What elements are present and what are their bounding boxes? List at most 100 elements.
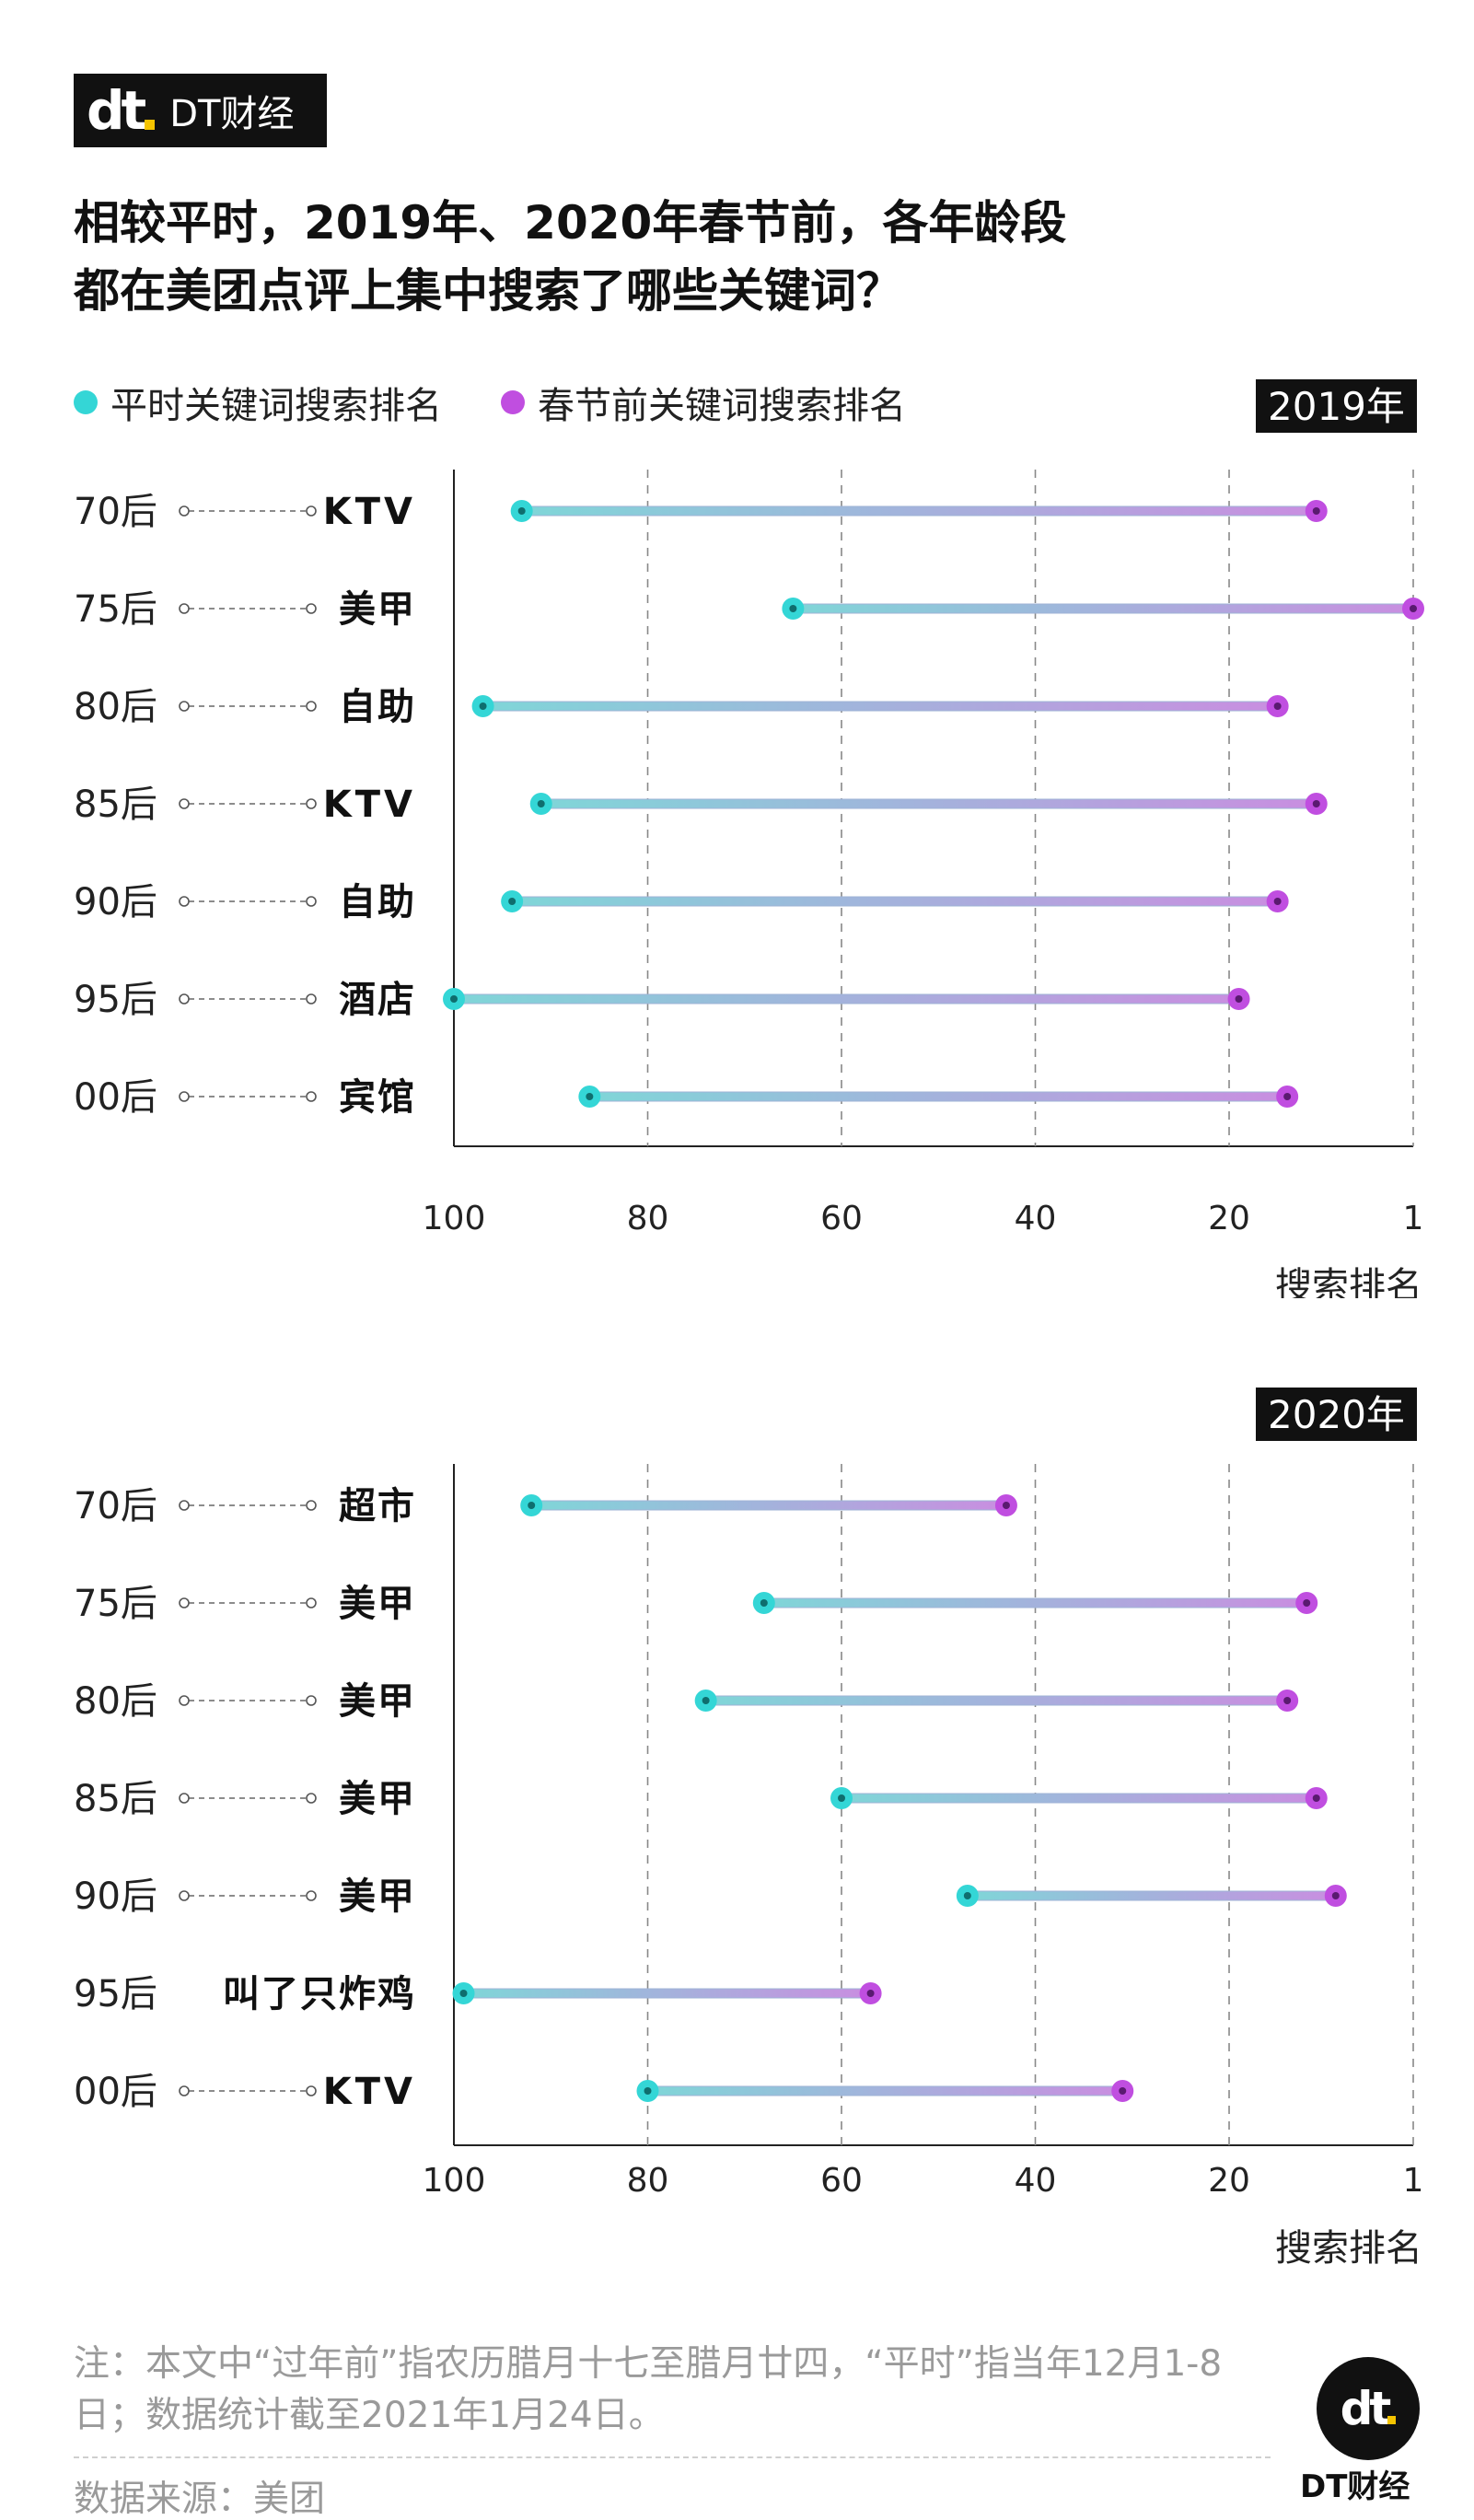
row-keyword-label: 美甲 [339,1583,416,1625]
row-keyword-label: KTV [323,491,416,533]
leader-end-dot [306,701,317,712]
dumbbell-connector [482,701,1279,712]
brand-name-bottom: DT财经 [1300,2468,1410,2505]
point-festival-center [866,1990,875,1997]
x-axis-label: 搜索排名 [1275,2227,1422,2270]
data-source: 数据来源：美团 [74,2479,326,2520]
dumbbell-connector [841,1793,1317,1804]
dumbbell-connector [540,798,1317,809]
legend-festival-label: 春节前关键词搜索排名 [538,385,906,427]
x-tick-label: 40 [1015,2162,1057,2200]
row-keyword-label: 美甲 [339,1778,416,1820]
chart-2020: 2020年100 80 60 40 20 1搜索排名70后 超市75后 美甲80后 美甲85后美… [74,1388,1423,2270]
dumbbell-connector [511,896,1279,907]
legend-normal-swatch [74,390,98,414]
brand-name: DT财经 [169,93,295,135]
leader-start-dot [179,993,190,1005]
leader-end-dot [306,1500,317,1511]
row-age-label: 75后 [74,1583,157,1625]
legend-festival-swatch [501,390,525,414]
leader-end-dot [306,1597,317,1608]
row-keyword-label: 自助 [339,686,416,728]
point-festival-center [1312,507,1320,515]
leader-end-dot [306,993,317,1005]
leader-end-dot [306,1695,317,1706]
row-age-label: 70后 [74,1485,157,1527]
point-normal-center [537,800,545,807]
dumbbell-connector [463,1988,872,1999]
title-line-2: 都在美团点评上集中搜索了哪些关键词？ [74,264,902,318]
dumbbell-connector [967,1890,1337,1901]
point-festival-center [1273,898,1282,905]
leader-start-dot [179,2085,190,2096]
point-normal-center [963,1892,971,1899]
row-keyword-label: 叫了只炸鸡 [223,1973,416,2015]
row-keyword-label: 宾馆 [339,1076,416,1119]
x-tick-label: 100 [423,1200,486,1237]
point-festival-center [1331,1892,1340,1899]
row-age-label: 80后 [74,1680,157,1723]
legend-item-festival: 春节前关键词搜索排名 [501,376,906,429]
row-age-label: 70后 [74,491,157,533]
year-label-box [1256,1388,1417,1441]
row-age-label: 80后 [74,686,157,728]
dumbbell-connector [647,2085,1123,2096]
point-normal-center [479,703,487,710]
point-normal-center [508,898,516,905]
row-age-label: 90后 [74,881,157,923]
x-tick-label: 80 [627,1200,669,1237]
leader-start-dot [179,701,190,712]
row-age-label: 85后 [74,1778,157,1820]
point-normal-center [586,1093,594,1100]
leader-start-dot [179,1091,190,1102]
dumbbell-connector [530,1500,1007,1511]
point-festival-center [1283,1697,1292,1704]
point-festival-center [1119,2087,1127,2095]
point-normal-center [789,605,797,612]
legend-normal-label: 平时关键词搜索排名 [110,385,442,427]
brand-dot-icon [145,119,156,130]
leader-end-dot [306,505,317,517]
row-age-label: 00后 [74,2071,157,2113]
dumbbell-connector [521,505,1317,517]
row-age-label: 90后 [74,1875,157,1918]
x-tick-label: 60 [820,2162,863,2200]
point-festival-center [1410,605,1417,612]
row-keyword-label: 超市 [339,1485,416,1527]
leader-end-dot [306,798,317,809]
dumbbell-connector [763,1597,1307,1608]
point-normal-center [528,1502,536,1509]
dumbbell-connector [588,1091,1288,1102]
divider [74,2456,1271,2458]
leader-start-dot [179,603,190,614]
brand-logo-top: dt DT财经 [74,74,327,147]
point-festival-center [1002,1502,1010,1509]
year-label: 2019年 [1268,384,1405,429]
leader-start-dot [179,1597,190,1608]
row-age-label: 00后 [74,1076,157,1119]
row-age-label: 85后 [74,784,157,826]
leader-start-dot [179,896,190,907]
leader-end-dot [306,1793,317,1804]
row-age-label: 95后 [74,1973,157,2015]
x-tick-label: 40 [1015,1200,1057,1237]
row-age-label: 95后 [74,979,157,1021]
leader-end-dot [306,2085,317,2096]
brand-dot-bottom-icon [1387,2415,1397,2424]
point-normal-center [450,995,458,1003]
point-normal-center [517,507,526,515]
leader-start-dot [179,1500,190,1511]
x-axis-label: 搜索排名 [1275,1265,1422,1298]
x-tick-label: 60 [820,1200,863,1237]
dumbbell-connector [705,1695,1288,1706]
row-keyword-label: KTV [323,784,416,826]
row-keyword-label: 酒店 [339,979,416,1021]
point-festival-center [1283,1093,1292,1100]
leader-start-dot [179,1793,190,1804]
leader-end-dot [306,896,317,907]
x-tick-label: 20 [1208,2162,1250,2200]
point-festival-center [1235,995,1243,1003]
row-keyword-label: 美甲 [339,1680,416,1723]
dumbbell-connector [453,993,1240,1005]
